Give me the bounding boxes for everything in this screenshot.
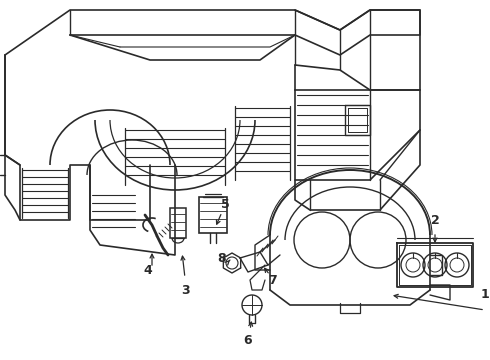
Text: 8: 8 (218, 252, 226, 265)
Text: 7: 7 (268, 274, 276, 287)
Text: 5: 5 (220, 198, 229, 211)
Text: 3: 3 (181, 284, 189, 297)
Text: 1: 1 (481, 288, 490, 302)
Text: 4: 4 (144, 264, 152, 276)
Text: 2: 2 (431, 213, 440, 226)
Text: 6: 6 (244, 333, 252, 346)
Bar (199, 197, 227, 233)
Bar (170, 208, 186, 238)
